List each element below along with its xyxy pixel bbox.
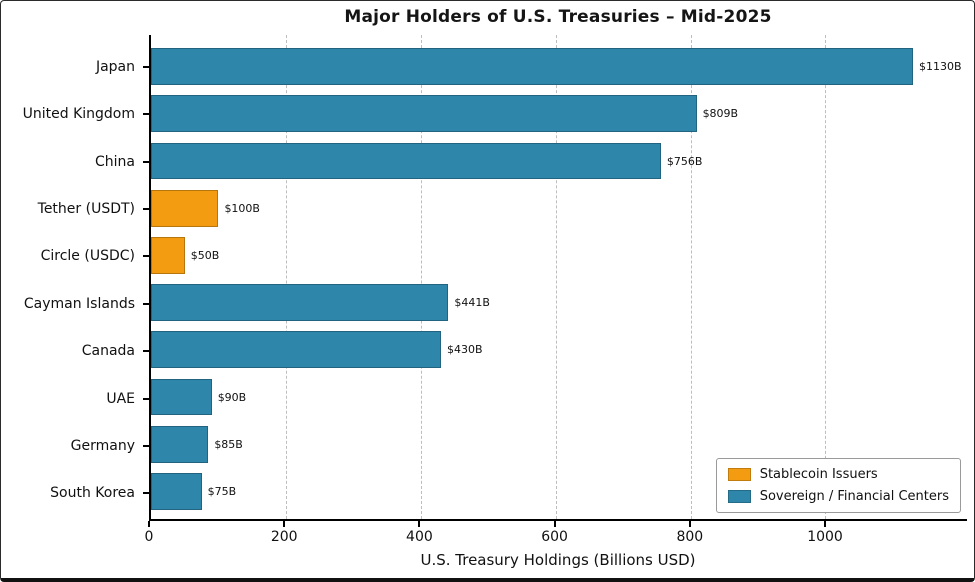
gridline [285, 35, 287, 519]
bar-row: $50B [151, 232, 967, 279]
gridline [825, 35, 827, 519]
x-tick-label: 600 [541, 529, 568, 545]
gridlines [151, 35, 967, 519]
y-category-label: Canada [1, 327, 149, 374]
x-tick-mark [824, 521, 827, 527]
x-tick-label: 1000 [807, 529, 843, 545]
gridline [420, 35, 422, 519]
bar [151, 425, 209, 463]
x-tick-mark [688, 521, 691, 527]
y-axis-category-labels: Japan United Kingdom China Tether (USDT) Cir… [1, 35, 149, 521]
bar-value-label: $430B [446, 343, 483, 357]
bar [151, 142, 661, 180]
x-tick-mark [418, 521, 421, 527]
bar [151, 95, 697, 133]
legend-swatch-stablecoin [727, 468, 751, 481]
bar-row: $1130B [151, 43, 967, 90]
bar-row: $430B [151, 326, 967, 373]
y-category-label: China [1, 138, 149, 185]
bar-value-label: $756B [666, 154, 703, 168]
bar-row: $756B [151, 137, 967, 184]
bar-row: $100B [151, 185, 967, 232]
legend-entry-sovereign: Sovereign / Financial Centers [727, 489, 949, 504]
x-axis-label: U.S. Treasury Holdings (Billions USD) [420, 551, 696, 569]
y-category-label: Circle (USDC) [1, 233, 149, 280]
legend-entry-stablecoin: Stablecoin Issuers [727, 467, 949, 482]
bar [151, 189, 219, 227]
legend-label: Sovereign / Financial Centers [759, 489, 949, 504]
y-category-label: UAE [1, 375, 149, 422]
plot-area: $1130B $809B $756B $100B $50B $441B $430B $90B $… [149, 35, 967, 521]
legend: Stablecoin Issuers Sovereign / Financial… [715, 458, 961, 513]
y-category-label: United Kingdom [1, 90, 149, 137]
bar-value-label: $75B [207, 484, 237, 498]
bar-value-label: $809B [702, 107, 739, 121]
bar [151, 48, 914, 85]
bar-row: $441B [151, 279, 967, 326]
x-tick-label: 800 [676, 529, 704, 545]
bar [151, 473, 202, 510]
bar-row: $809B [151, 90, 967, 137]
y-category-label: Tether (USDT) [1, 185, 149, 232]
x-tick-label: 0 [144, 529, 154, 545]
y-category-label: Germany [1, 422, 149, 469]
y-category-label: Japan [1, 43, 149, 90]
x-tick-mark [148, 521, 150, 527]
bar-row: $85B [151, 421, 967, 468]
bar [151, 284, 449, 322]
bar-rows: $1130B $809B $756B $100B $50B $441B $430B $90B $… [151, 35, 967, 519]
x-tick-mark [283, 521, 286, 527]
y-category-label: Cayman Islands [1, 280, 149, 327]
gridline [555, 35, 557, 519]
bar-value-label: $100B [224, 201, 260, 215]
bar-value-label: $1130B [919, 60, 962, 74]
x-axis-ticks: 0 200 400 600 800 1000 [145, 521, 967, 547]
bar-value-label: $441B [454, 296, 490, 310]
legend-swatch-sovereign [727, 490, 751, 503]
chart-title: Major Holders of U.S. Treasuries – Mid-2… [344, 7, 772, 27]
x-tick-label: 200 [270, 529, 298, 545]
bar-row: $75B [151, 468, 967, 515]
bar-value-label: $50B [190, 248, 220, 262]
x-tick-label: 400 [406, 529, 433, 545]
legend-label: Stablecoin Issuers [759, 467, 878, 482]
gridline [690, 35, 692, 519]
bar-row: $90B [151, 373, 967, 420]
bar-value-label: $90B [217, 390, 247, 404]
bar-value-label: $85B [214, 437, 243, 451]
bar [151, 237, 185, 274]
y-category-label: South Korea [1, 470, 149, 517]
x-tick-mark [553, 521, 556, 527]
bar [151, 378, 212, 416]
bar [151, 331, 441, 369]
